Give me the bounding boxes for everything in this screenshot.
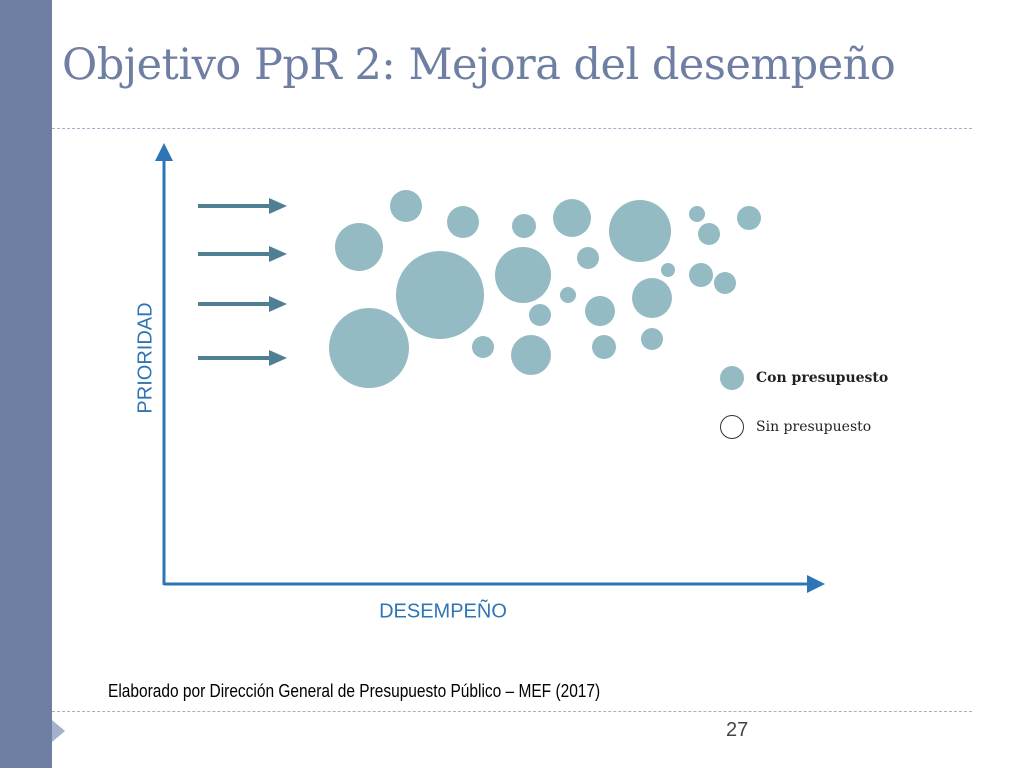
y-axis-label: PRIORIDAD bbox=[134, 302, 157, 414]
legend-item-sin-presupuesto: Sin presupuesto bbox=[720, 415, 871, 439]
bubble-14 bbox=[689, 263, 713, 287]
filled-circle-icon bbox=[720, 366, 744, 390]
push-arrow-head-3 bbox=[269, 296, 287, 312]
bubble-5 bbox=[609, 200, 671, 262]
bottom-divider bbox=[52, 711, 972, 712]
x-axis-label: DESEMPEÑO bbox=[379, 600, 507, 623]
bubble-22 bbox=[511, 335, 551, 375]
bubble-18 bbox=[585, 296, 615, 326]
bubble-10 bbox=[396, 251, 484, 339]
legend-item-con-presupuesto: Con presupuesto bbox=[720, 366, 888, 390]
bubble-15 bbox=[714, 272, 736, 294]
empty-circle-icon bbox=[720, 415, 744, 439]
bubble-3 bbox=[512, 214, 536, 238]
source-note: Elaborado por Dirección General de Presu… bbox=[108, 681, 601, 701]
bubble-7 bbox=[737, 206, 761, 230]
bubble-16 bbox=[560, 287, 576, 303]
bubble-2 bbox=[447, 206, 479, 238]
legend-label: Sin presupuesto bbox=[756, 419, 872, 435]
triangle-bullet-icon bbox=[52, 720, 65, 742]
bubble-20 bbox=[329, 308, 409, 388]
push-arrow-head-1 bbox=[269, 198, 287, 214]
side-accent-bar bbox=[0, 0, 52, 768]
bubble-8 bbox=[698, 223, 720, 245]
slide-title: Objetivo PpR 2: Mejora del desempeño bbox=[62, 40, 896, 90]
bubble-24 bbox=[641, 328, 663, 350]
legend-label: Con presupuesto bbox=[756, 370, 889, 386]
bubble-4 bbox=[553, 199, 591, 237]
bubble-13 bbox=[661, 263, 675, 277]
bubble-12 bbox=[577, 247, 599, 269]
push-arrows bbox=[198, 198, 287, 366]
bubble-23 bbox=[592, 335, 616, 359]
push-arrow-head-2 bbox=[269, 246, 287, 262]
bubble-cluster bbox=[329, 190, 761, 388]
bubble-1 bbox=[390, 190, 422, 222]
top-divider bbox=[52, 128, 972, 129]
push-arrow-head-4 bbox=[269, 350, 287, 366]
bubble-17 bbox=[632, 278, 672, 318]
page-number: 27 bbox=[726, 719, 749, 741]
bubble-6 bbox=[689, 206, 705, 222]
bubble-11 bbox=[495, 247, 551, 303]
bubble-21 bbox=[472, 336, 494, 358]
bubble-19 bbox=[529, 304, 551, 326]
bubble-9 bbox=[335, 223, 383, 271]
